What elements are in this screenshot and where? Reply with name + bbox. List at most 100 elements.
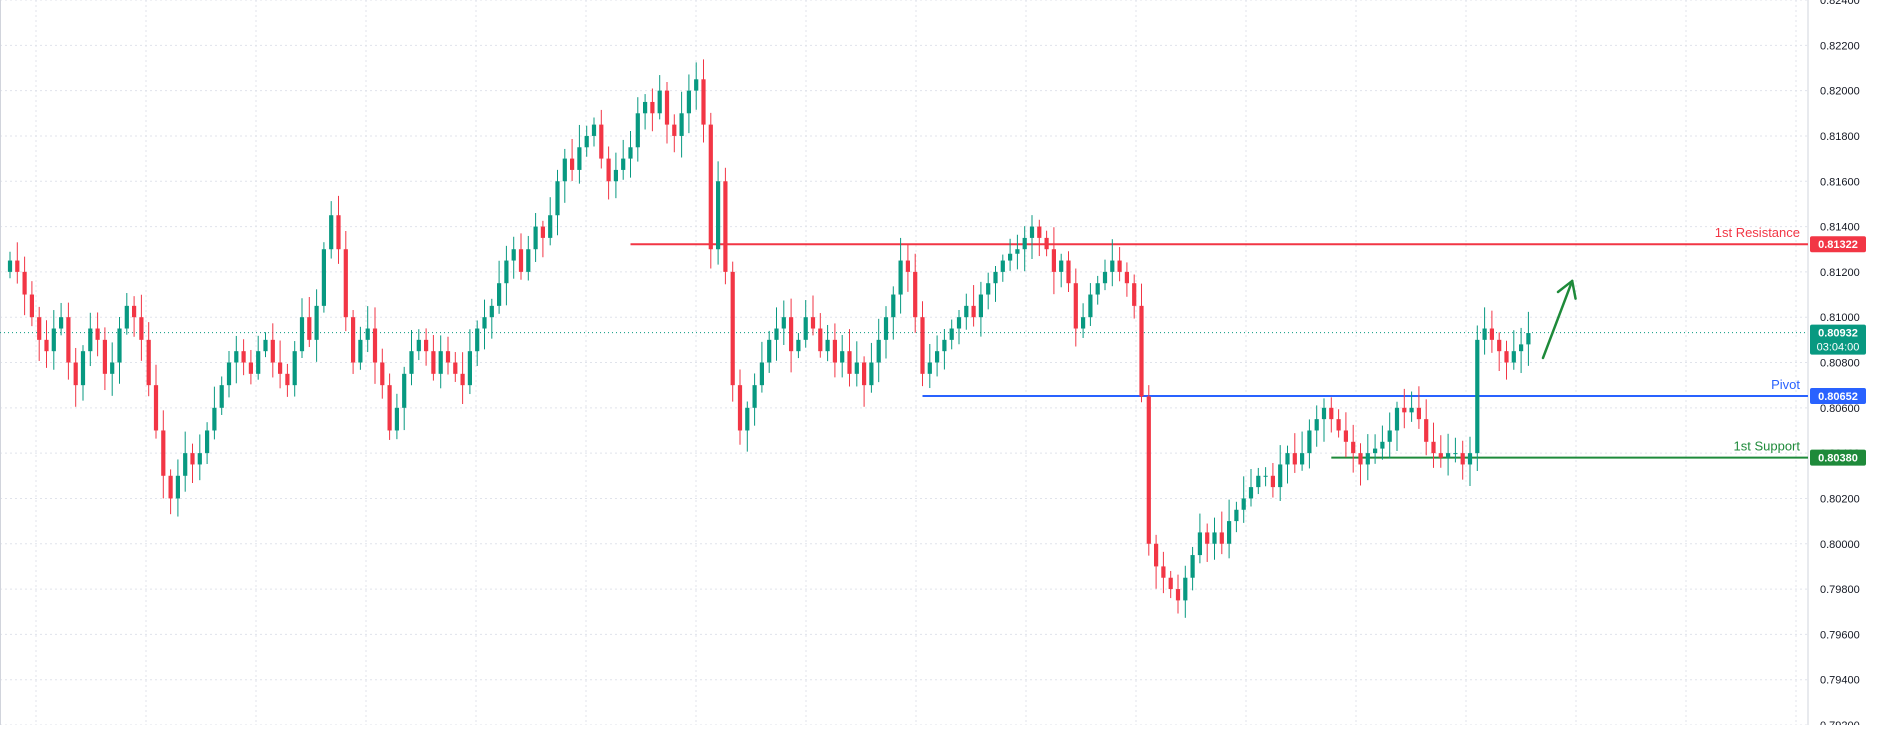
candle-down [730, 271, 735, 386]
candle-up [1467, 453, 1473, 465]
candle-up [1263, 475, 1268, 477]
candle-up [292, 351, 297, 386]
candle-down [161, 430, 166, 476]
candle-up [643, 101, 648, 114]
candle-down [1117, 260, 1122, 272]
candle-down [862, 362, 867, 386]
resistance-price-text: 0.81322 [1818, 239, 1858, 251]
candle-up [263, 339, 268, 352]
candle-down [380, 362, 385, 386]
candle-up [891, 294, 896, 318]
candle-up [978, 294, 983, 318]
candle-up [1482, 328, 1487, 340]
candle-up [526, 249, 531, 272]
candle-down [810, 317, 816, 329]
candle-up [840, 351, 845, 363]
candle-up [1110, 260, 1115, 272]
y-tick-label: 0.81400 [1820, 222, 1860, 234]
grid [0, 0, 1808, 726]
candle-down [285, 373, 290, 386]
candle-up [1307, 430, 1312, 454]
annotations [1541, 279, 1577, 360]
candle-up [555, 181, 560, 216]
candle-up [1088, 294, 1093, 318]
y-tick-label: 0.81000 [1820, 312, 1860, 324]
candle-down [1292, 453, 1297, 465]
candle-up [679, 113, 684, 136]
candle-up [212, 407, 217, 431]
candle-down [1329, 407, 1334, 420]
candle-down [445, 351, 451, 363]
candle-down [1358, 453, 1363, 465]
candle-up [1000, 260, 1005, 272]
candle-down [37, 317, 42, 340]
y-tick-label: 0.80800 [1820, 358, 1860, 370]
y-tick-label: 0.81600 [1820, 176, 1860, 188]
candle-up [1394, 407, 1400, 431]
candle-up [745, 407, 750, 431]
candle-up [613, 169, 618, 182]
candle-down [372, 328, 378, 363]
candle-down [1161, 566, 1166, 578]
candle-up [475, 328, 480, 352]
candle-up [1190, 555, 1195, 578]
candle-up [716, 181, 721, 250]
resistance-price-tag [1810, 236, 1866, 253]
candle-up [88, 328, 93, 352]
candle-down [701, 79, 706, 125]
candle-down [1205, 532, 1210, 544]
candle-down [351, 317, 356, 363]
candle-up [51, 328, 56, 352]
candle-up [1015, 249, 1020, 254]
pivot-name-label: Pivot [1771, 377, 1800, 392]
candle-down [1416, 407, 1421, 420]
candle-up [314, 305, 319, 340]
candle-up [774, 328, 779, 340]
candle-down [1073, 283, 1078, 329]
candle-up [219, 385, 224, 408]
candle-down [95, 328, 100, 340]
candle-up [1183, 577, 1188, 601]
candle-up [1197, 532, 1202, 556]
candle-down [1037, 226, 1042, 238]
candle-down [343, 249, 348, 318]
candle-up [511, 249, 516, 261]
candle-up [1241, 498, 1246, 510]
candle-up [1256, 475, 1261, 488]
candle-up [409, 351, 414, 374]
candle-down [66, 317, 71, 363]
candle-down [789, 317, 794, 352]
y-tick-label: 0.82000 [1820, 86, 1860, 98]
candle-up [175, 475, 180, 499]
candle-down [1132, 283, 1137, 306]
candle-up [321, 249, 326, 306]
candle-up [117, 328, 122, 363]
candle-up [1519, 344, 1524, 352]
support-price-tag [1810, 449, 1866, 466]
candle-up [1314, 419, 1319, 431]
candle-down [248, 362, 253, 374]
candle-up [548, 215, 553, 238]
candle-up [80, 351, 86, 386]
candle-down [307, 317, 312, 340]
candle-up [416, 339, 421, 352]
candle-down [190, 453, 195, 465]
candle-down [1051, 249, 1056, 272]
candle-up [234, 351, 239, 363]
candle-up [1278, 464, 1283, 488]
candle-down [920, 317, 925, 374]
candle-up [869, 362, 874, 386]
candle-down [672, 124, 677, 136]
resistance-name-label: 1st Resistance [1715, 225, 1800, 240]
levels: 1st Resistance Pivot 1st Support [0, 225, 1808, 459]
candle-up [562, 158, 567, 182]
candle-up [1234, 509, 1239, 522]
candle-up [1008, 253, 1013, 261]
candle-up [854, 362, 859, 374]
candle-down [971, 305, 976, 318]
candle-up [986, 283, 991, 295]
candle-up [205, 430, 210, 454]
candle-up [402, 373, 407, 408]
candle-up [110, 362, 115, 374]
